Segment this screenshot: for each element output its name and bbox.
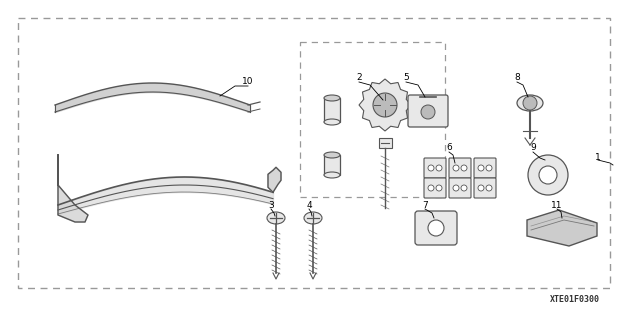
Text: 9: 9 [530, 144, 536, 152]
Polygon shape [527, 210, 597, 246]
Bar [324, 98, 340, 122]
Bar [378, 138, 392, 148]
FancyBboxPatch shape [449, 158, 471, 178]
Ellipse shape [324, 119, 340, 125]
Ellipse shape [304, 212, 322, 224]
FancyBboxPatch shape [408, 95, 448, 127]
Circle shape [436, 185, 442, 191]
Ellipse shape [324, 152, 340, 158]
Text: 10: 10 [243, 78, 253, 86]
Text: 4: 4 [306, 201, 312, 210]
FancyBboxPatch shape [415, 211, 457, 245]
Bar [324, 155, 340, 175]
Ellipse shape [324, 172, 340, 178]
Circle shape [428, 165, 434, 171]
Circle shape [428, 220, 444, 236]
Circle shape [461, 185, 467, 191]
Ellipse shape [324, 95, 340, 101]
FancyBboxPatch shape [424, 158, 446, 178]
Text: XTE01F0300: XTE01F0300 [550, 295, 600, 305]
FancyBboxPatch shape [474, 158, 496, 178]
Bar [18, 18, 610, 288]
Circle shape [436, 165, 442, 171]
Ellipse shape [267, 212, 285, 224]
Circle shape [486, 165, 492, 171]
Text: 5: 5 [403, 73, 409, 83]
Circle shape [453, 185, 459, 191]
Text: 6: 6 [446, 144, 452, 152]
Circle shape [373, 93, 397, 117]
FancyBboxPatch shape [449, 178, 471, 198]
Circle shape [478, 165, 484, 171]
FancyBboxPatch shape [474, 178, 496, 198]
Ellipse shape [517, 95, 543, 111]
Text: 1: 1 [595, 152, 601, 161]
Circle shape [428, 185, 434, 191]
Text: 7: 7 [422, 201, 428, 210]
Polygon shape [268, 167, 281, 192]
Circle shape [523, 96, 537, 110]
Text: 8: 8 [514, 73, 520, 83]
Circle shape [478, 185, 484, 191]
Polygon shape [58, 155, 88, 222]
Circle shape [486, 185, 492, 191]
Circle shape [453, 165, 459, 171]
Text: 2: 2 [356, 73, 362, 83]
Text: 3: 3 [268, 201, 274, 210]
Circle shape [539, 166, 557, 184]
Text: 11: 11 [551, 201, 563, 210]
FancyBboxPatch shape [424, 178, 446, 198]
Circle shape [421, 105, 435, 119]
Bar [300, 42, 445, 197]
Circle shape [528, 155, 568, 195]
Polygon shape [359, 79, 411, 131]
Circle shape [461, 165, 467, 171]
